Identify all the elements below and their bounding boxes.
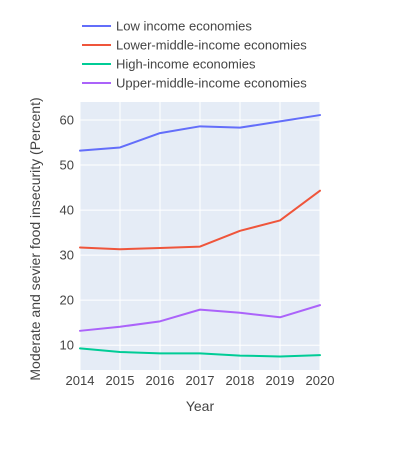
series-line-3[interactable] [79,347,321,358]
x-tick-label: 2017 [186,373,215,388]
y-tick-label: 20 [60,293,74,308]
legend-item[interactable]: High-income economies [82,57,256,72]
legend-label: High-income economies [116,57,256,72]
x-axis-ticks: 2014 2015 2016 2017 2018 2019 2020 [66,373,335,388]
legend-item[interactable]: Upper-middle-income economies [82,76,307,91]
y-tick-label: 60 [60,113,74,128]
x-tick-label: 2019 [266,373,295,388]
y-tick-label: 10 [60,338,74,353]
x-tick-label: 2014 [66,373,95,388]
series-line-2[interactable] [79,189,321,251]
legend-label: Lower-middle-income economies [116,38,307,53]
x-tick-label: 2018 [226,373,255,388]
legend-label: Low income economies [116,19,252,34]
series-line-4[interactable] [79,304,321,332]
x-axis-title: Year [186,398,215,414]
legend-item[interactable]: Lower-middle-income economies [82,38,307,53]
y-axis-ticks: 10 20 30 40 50 60 [60,113,74,353]
gridlines [79,102,321,370]
y-tick-label: 40 [60,203,74,218]
x-tick-label: 2020 [306,373,335,388]
legend-label: Upper-middle-income economies [116,76,307,91]
y-tick-label: 50 [60,158,74,173]
series-lines[interactable] [79,114,321,358]
x-tick-label: 2016 [146,373,175,388]
x-tick-label: 2015 [106,373,135,388]
legend[interactable]: Low income economies Lower-middle-income … [82,19,307,91]
y-tick-label: 30 [60,248,74,263]
legend-item[interactable]: Low income economies [82,19,252,34]
y-axis-title: Moderate and sevier food insecurity (Per… [27,97,43,380]
series-line-1[interactable] [79,114,321,152]
